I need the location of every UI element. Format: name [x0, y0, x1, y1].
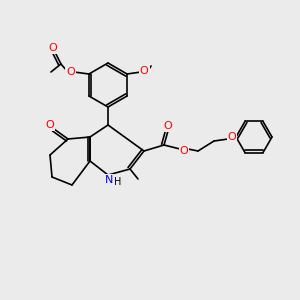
Text: O: O	[67, 67, 75, 77]
Text: O: O	[140, 66, 148, 76]
Text: O: O	[46, 120, 54, 130]
Text: O: O	[49, 43, 57, 53]
Text: O: O	[180, 146, 188, 156]
Text: N: N	[105, 175, 113, 185]
Text: O: O	[164, 121, 172, 131]
Text: O: O	[228, 132, 236, 142]
Text: H: H	[114, 177, 122, 187]
